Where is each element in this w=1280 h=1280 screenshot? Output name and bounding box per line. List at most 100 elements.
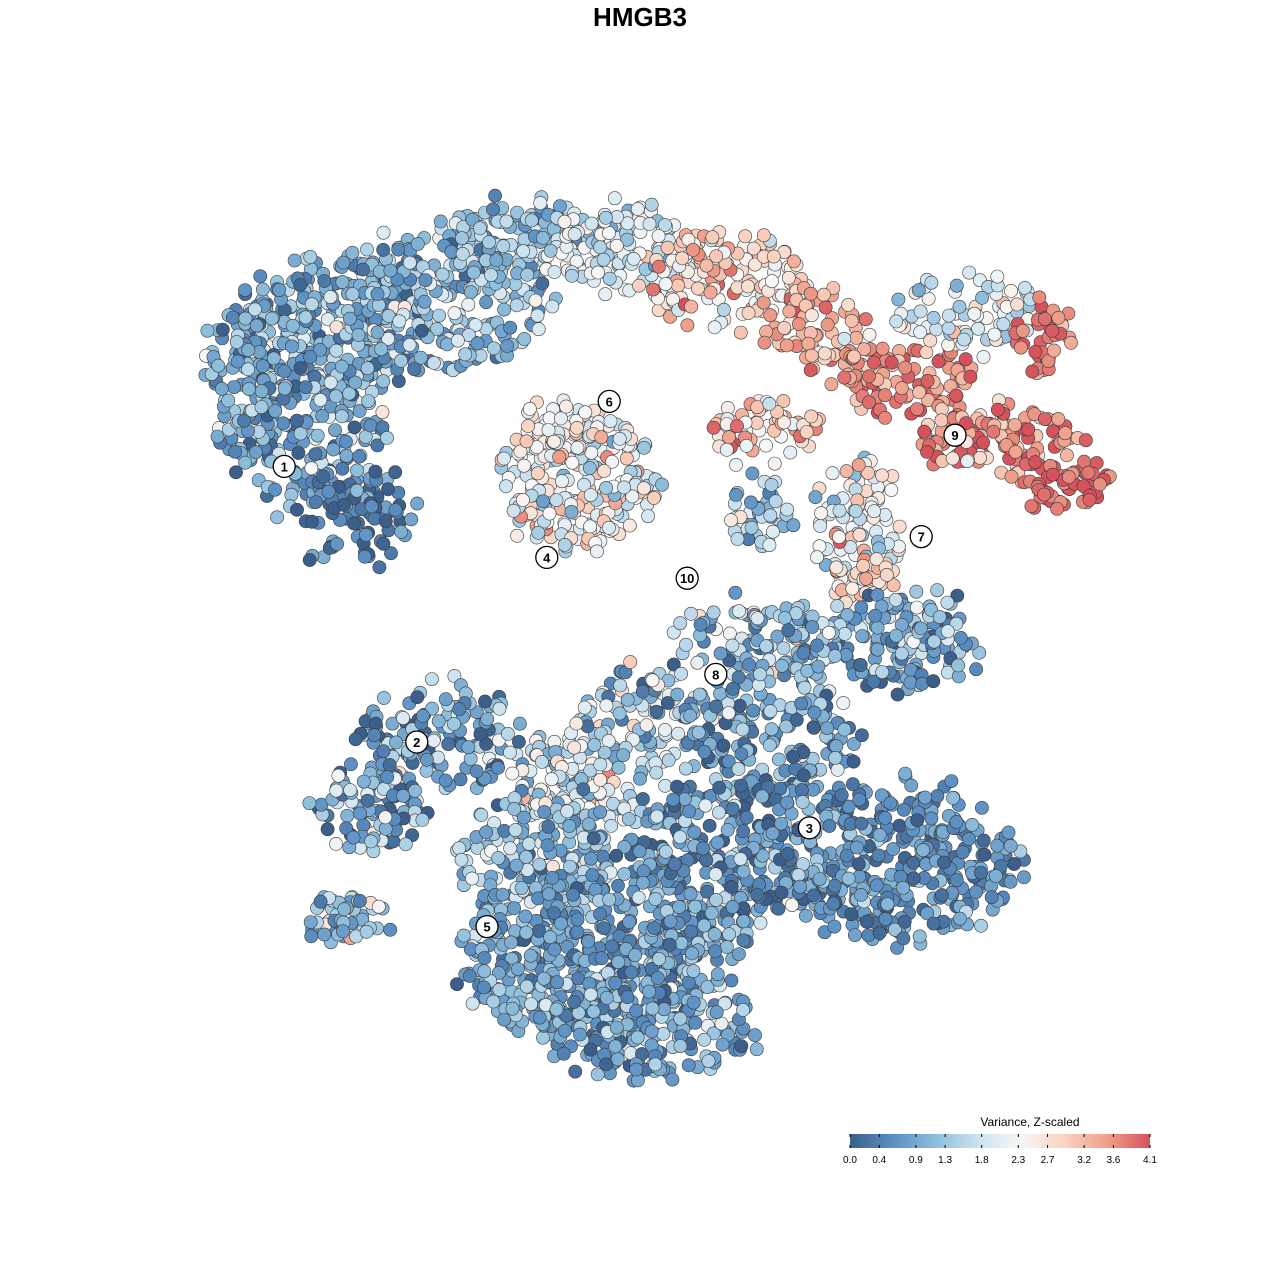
cell-point	[944, 774, 959, 788]
cell-point	[705, 230, 720, 245]
cell-point	[598, 287, 613, 302]
cell-point	[793, 879, 807, 894]
cell-point	[734, 1039, 749, 1053]
cell-point	[764, 722, 779, 737]
cell-point	[610, 1052, 625, 1067]
cell-point	[276, 416, 291, 431]
cell-point	[626, 251, 641, 266]
cell-point	[666, 792, 681, 807]
cell-point	[622, 518, 637, 533]
cell-point	[1062, 469, 1076, 484]
cell-point	[303, 249, 318, 264]
cell-point	[560, 804, 575, 819]
cell-point	[889, 314, 904, 329]
cell-point	[530, 308, 545, 323]
cell-point	[708, 867, 723, 882]
cell-point	[535, 755, 549, 769]
cell-point	[912, 385, 927, 400]
cell-point	[699, 258, 714, 273]
cell-point	[724, 880, 739, 894]
cell-point	[480, 712, 495, 726]
cell-point	[828, 649, 842, 663]
cell-point	[407, 362, 421, 376]
cell-point	[897, 914, 912, 929]
cell-point	[557, 538, 572, 552]
cell-point	[1003, 839, 1018, 853]
cell-point	[706, 420, 721, 435]
cell-point	[298, 310, 313, 325]
cell-point	[869, 878, 884, 893]
cell-point	[211, 358, 226, 373]
legend-tick-label: 3.6	[1106, 1155, 1120, 1166]
cell-point	[566, 887, 580, 902]
cell-point	[392, 314, 407, 329]
cell-point	[952, 299, 967, 314]
legend-tick-label: 4.1	[1143, 1155, 1157, 1166]
cell-point	[519, 434, 534, 449]
cell-point	[817, 346, 832, 361]
cell-point	[496, 451, 511, 466]
cell-point	[854, 816, 869, 831]
cell-point	[549, 1002, 564, 1017]
cell-point	[593, 805, 608, 819]
cell-point	[830, 762, 845, 777]
cell-point	[348, 375, 363, 390]
cell-point	[852, 527, 867, 542]
cell-point	[822, 625, 836, 640]
cell-point	[368, 464, 383, 479]
cell-point	[918, 790, 932, 805]
cell-point	[629, 1003, 644, 1018]
cell-point	[965, 818, 980, 832]
cell-point	[516, 244, 531, 259]
cell-point	[878, 811, 893, 825]
cell-point	[334, 409, 349, 424]
cell-point	[682, 804, 696, 819]
cell-point	[822, 819, 837, 833]
cell-point	[642, 984, 656, 999]
cell-point	[505, 1001, 520, 1016]
cell-point	[772, 752, 786, 767]
cell-point	[329, 320, 344, 334]
cell-point	[432, 308, 446, 323]
cell-point	[492, 982, 507, 997]
cell-point	[763, 308, 778, 323]
cluster-label-text: 1	[281, 459, 288, 474]
cell-point	[227, 380, 241, 394]
cell-point	[927, 634, 941, 649]
cell-point	[229, 335, 244, 349]
cell-point	[522, 401, 537, 416]
cell-point	[735, 722, 750, 737]
cell-point	[248, 445, 263, 460]
cell-point	[547, 942, 562, 957]
cell-point	[419, 752, 434, 767]
cell-point	[376, 242, 391, 257]
cell-point	[584, 216, 599, 231]
cell-point	[671, 278, 685, 293]
cell-point	[505, 766, 520, 781]
cell-point	[862, 327, 877, 342]
cell-point	[685, 946, 699, 961]
cell-point	[906, 871, 921, 886]
cell-point	[394, 524, 408, 539]
cell-point	[930, 789, 945, 803]
cell-point	[547, 265, 562, 279]
cell-point	[715, 1037, 730, 1052]
cell-point	[729, 487, 743, 502]
cell-point	[820, 317, 835, 332]
cell-point	[1010, 297, 1025, 312]
cell-point	[383, 922, 398, 937]
cell-point	[713, 646, 728, 661]
cell-point	[414, 323, 429, 338]
cell-point	[647, 491, 661, 505]
cell-point	[228, 444, 242, 459]
cell-point	[808, 490, 823, 504]
cell-point	[755, 789, 770, 804]
cell-point	[410, 690, 425, 704]
cell-point	[909, 584, 924, 599]
cell-point	[650, 809, 664, 824]
cell-point	[272, 283, 287, 297]
cell-point	[1051, 412, 1066, 426]
cell-point	[594, 951, 609, 966]
cell-point	[609, 848, 624, 863]
cell-point	[215, 322, 230, 337]
